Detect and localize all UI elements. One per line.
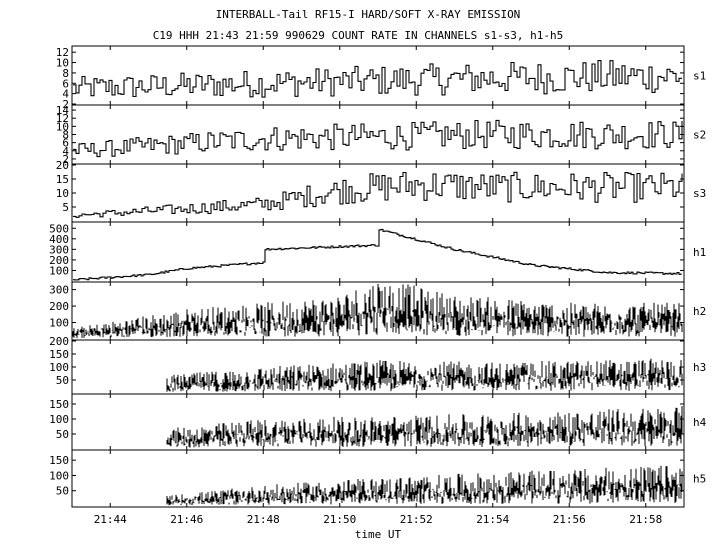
panels: 24681012s12468101214s25101520s3100200300… — [49, 45, 707, 508]
y-tick-label: 100 — [49, 317, 69, 330]
panel-label-s2: s2 — [693, 129, 706, 142]
y-tick-label: 15 — [56, 173, 69, 186]
x-tick-label: 21:46 — [170, 513, 203, 526]
y-tick-label: 14 — [56, 104, 70, 117]
panel-label-h1: h1 — [693, 246, 706, 259]
y-tick-label: 300 — [49, 284, 69, 297]
y-tick-label: 8 — [62, 67, 69, 80]
chart-title: INTERBALL-Tail RF15-I HARD/SOFT X-RAY EM… — [216, 8, 521, 21]
panel-label-h2: h2 — [693, 305, 706, 318]
y-tick-label: 2 — [62, 153, 69, 166]
panel-h2: 100 200 300 h2 — [49, 281, 706, 341]
y-tick-label: 8 — [62, 129, 69, 142]
chart-subtitle: C19 HHH 21:43 21:59 990629 COUNT RATE IN… — [153, 29, 564, 42]
y-tick-label: 100 — [49, 264, 69, 277]
y-tick-label: 12 — [56, 46, 69, 59]
y-tick-label: 6 — [62, 77, 69, 90]
y-tick-label: 6 — [62, 137, 69, 150]
y-tick-label: 300 — [49, 243, 69, 256]
x-tick-label: 21:44 — [94, 513, 127, 526]
x-tick-label: 21:58 — [629, 513, 662, 526]
y-tick-label: 10 — [56, 187, 69, 200]
y-tick-label: 12 — [56, 112, 69, 125]
y-tick-label: 400 — [49, 233, 69, 246]
panel-label-h3: h3 — [693, 361, 706, 374]
series-s3 — [73, 171, 683, 218]
panel-frame — [71, 449, 685, 508]
series-h5 — [166, 465, 683, 506]
panel-frame — [71, 163, 685, 223]
y-tick-label: 150 — [49, 398, 69, 411]
y-tick-label: 100 — [49, 469, 69, 482]
y-tick-label: 10 — [56, 120, 69, 133]
x-tick-label: 21:56 — [553, 513, 586, 526]
x-tick-label: 21:50 — [323, 513, 356, 526]
y-tick-label: 500 — [49, 222, 69, 235]
x-axis-label: time UT — [355, 528, 402, 541]
panel-h5: 50 100 150 h5 — [49, 449, 706, 508]
y-tick-label: 5 — [62, 201, 69, 214]
x-tick-label: 21:52 — [400, 513, 433, 526]
panel-label-s1: s1 — [693, 70, 706, 83]
y-tick-label: 20 — [56, 159, 69, 172]
y-tick-label: 4 — [62, 145, 69, 158]
y-tick-label: 150 — [49, 454, 69, 467]
series-h4 — [166, 406, 683, 448]
series-s2 — [73, 119, 683, 158]
y-tick-label: 200 — [49, 335, 69, 348]
panel-label-h5: h5 — [693, 473, 706, 486]
panel-label-s3: s3 — [693, 187, 706, 200]
y-tick-label: 10 — [56, 57, 69, 70]
y-tick-label: 2 — [62, 98, 69, 111]
series-s1 — [73, 60, 682, 98]
panel-h4: 50 100 150 h4 — [49, 393, 707, 451]
y-tick-label: 100 — [49, 413, 69, 426]
y-tick-label: 50 — [56, 485, 69, 498]
series-h3 — [166, 358, 683, 392]
x-axis-ticks: 21:44 21:46 21:48 21:50 21:52 21:54 21:56 21:58 — [94, 46, 662, 526]
panel-label-h4: h4 — [693, 416, 707, 429]
y-tick-label: 150 — [49, 348, 69, 361]
series-h2 — [72, 283, 683, 339]
y-tick-label: 200 — [49, 300, 69, 313]
series-h1 — [73, 228, 682, 281]
y-tick-label: 4 — [62, 88, 69, 101]
y-tick-label: 100 — [49, 361, 69, 374]
x-tick-label: 21:54 — [476, 513, 509, 526]
y-tick-label: 200 — [49, 254, 69, 267]
y-tick-label: 50 — [56, 374, 69, 387]
x-tick-label: 21:48 — [247, 513, 280, 526]
y-tick-label: 50 — [56, 428, 69, 441]
